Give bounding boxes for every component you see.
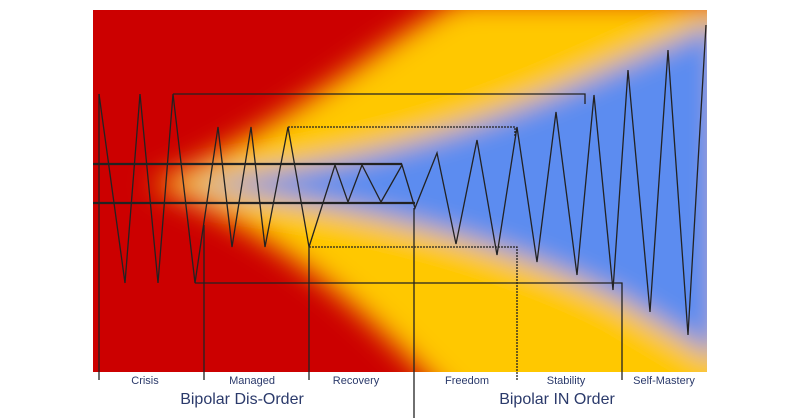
group-label-inorder: Bipolar IN Order xyxy=(499,391,615,408)
stage-label-crisis: Crisis xyxy=(131,375,159,387)
stage-label-recovery: Recovery xyxy=(332,375,380,387)
top-bracket xyxy=(173,93,586,104)
bottom-bracket xyxy=(195,282,623,380)
lower-bracket xyxy=(309,246,518,380)
stage-label-stability: Stability xyxy=(546,375,586,387)
stage-label-managed: Managed xyxy=(229,375,275,387)
blue-zone xyxy=(180,25,707,353)
upper-bracket xyxy=(288,126,516,136)
stage-label-self-mastery: Self-Mastery xyxy=(633,375,695,387)
stage-label-freedom: Freedom xyxy=(444,375,490,387)
group-label-disorder: Bipolar Dis-Order xyxy=(180,391,304,408)
